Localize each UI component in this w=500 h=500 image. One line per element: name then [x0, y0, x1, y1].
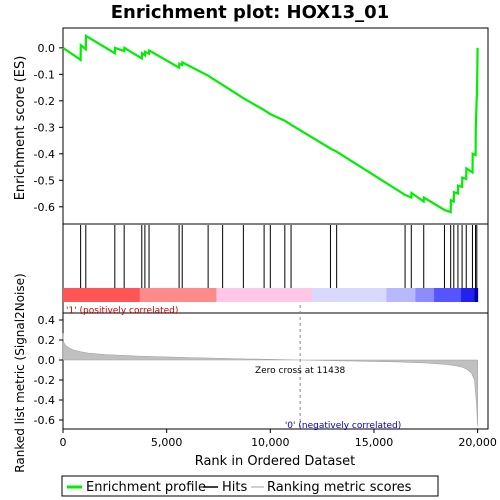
es-y-tick-label: -0.1 [34, 68, 55, 81]
color-bar-segment [63, 288, 141, 302]
es-y-tick-label: -0.6 [34, 201, 55, 214]
color-bar-segment [386, 288, 416, 302]
legend-label-hits: Hits [222, 480, 247, 495]
hits-panel [62, 223, 489, 314]
x-tick-label: 20,000 [458, 436, 497, 449]
metric-y-tick-label: -0.2 [34, 374, 55, 387]
x-tick-label: 15,000 [355, 436, 394, 449]
chart-title: Enrichment plot: HOX13_01 [111, 2, 389, 23]
color-bar-segment [434, 288, 462, 302]
metric-y-ticks: 0.4 0.2 0.0 -0.2 -0.4 -0.6 [34, 314, 63, 427]
hit-lines [80, 225, 478, 288]
color-bar-segment [311, 288, 387, 302]
es-y-tick-label: 0.0 [38, 42, 56, 55]
negative-correlated-label: '0' (negatively correlated) [285, 421, 401, 431]
color-bar-segment [415, 288, 435, 302]
legend-frame [61, 475, 439, 497]
x-axis-label: Rank in Ordered Dataset [195, 454, 356, 469]
color-bar-segment [216, 288, 313, 302]
color-bar-segment [474, 288, 479, 302]
x-tick-label: 0 [60, 436, 67, 449]
es-y-tick-label: -0.2 [34, 95, 55, 108]
metric-y-tick-label: -0.6 [34, 414, 55, 427]
metric-panel: 0.4 0.2 0.0 -0.2 -0.4 -0.6 Zero cross at 1143… [13, 273, 489, 473]
metric-y-tick-label: 0.0 [38, 354, 56, 367]
rank-color-bar [63, 288, 479, 302]
enrichment-profile-line [62, 33, 479, 214]
es-y-ticks: 0.0 -0.1 -0.2 -0.3 -0.4 -0.5 -0.6 [34, 42, 63, 214]
es-panel-frame [62, 27, 489, 225]
metric-y-tick-label: -0.4 [34, 394, 55, 407]
es-panel: 0.0 -0.1 -0.2 -0.3 -0.4 -0.5 -0.6 Enrichment s… [13, 27, 489, 225]
es-y-tick-label: -0.5 [34, 174, 55, 187]
color-bar-segment [139, 288, 217, 302]
legend-label-enrichment: Enrichment profile [86, 480, 206, 495]
x-tick-label: 5,000 [151, 436, 183, 449]
x-tick-label: 10,000 [251, 436, 290, 449]
es-y-tick-label: -0.3 [34, 121, 55, 134]
metric-y-axis-label: Ranked list metric (Signal2Noise) [13, 273, 27, 472]
metric-y-tick-label: 0.2 [38, 334, 56, 347]
es-y-tick-label: -0.4 [34, 148, 55, 161]
legend: Enrichment profile Hits Ranking metric s… [61, 475, 439, 497]
zero-cross-label: Zero cross at 11438 [255, 366, 346, 376]
color-bar-segment [461, 288, 476, 302]
positive-correlated-label: '1' (positively correlated) [66, 306, 178, 316]
metric-y-tick-label: 0.4 [38, 314, 56, 327]
metric-panel-frame [62, 312, 489, 430]
es-y-axis-label: Enrichment score (ES) [13, 56, 28, 201]
legend-label-metric: Ranking metric scores [267, 480, 412, 495]
x-axis-ticks: 0 5,000 10,000 15,000 20,000 [60, 429, 497, 449]
